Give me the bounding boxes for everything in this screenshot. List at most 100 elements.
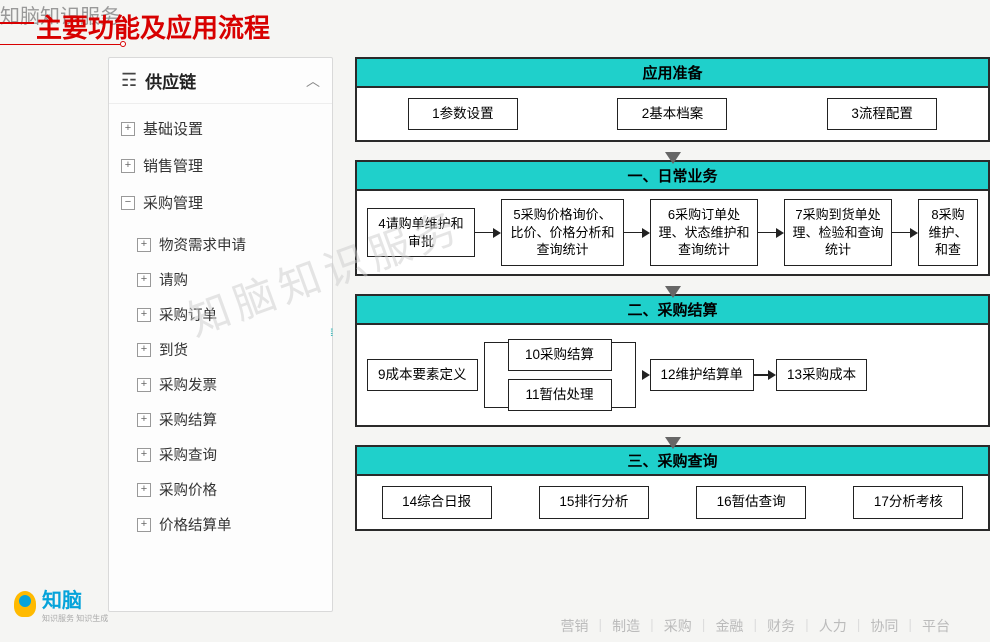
- flow-box: 2基本档案: [617, 98, 727, 130]
- brand-name: 知脑: [42, 590, 82, 612]
- arrow-right-icon: [768, 370, 776, 380]
- flow-box: 4请购单维护和审批: [367, 208, 475, 257]
- arrow-right-icon: [493, 228, 501, 238]
- arrow-right-icon: [776, 228, 784, 238]
- sidebar-subtree: +物资需求申请 +请购 +采购订单 +到货 +采购发票 +采购结算 +采购查询 …: [137, 221, 332, 548]
- decor-line-2: [0, 44, 120, 45]
- sidebar-item-label: 采购查询: [159, 444, 217, 465]
- footer-nav: 营销| 制造| 采购| 金融| 财务| 人力| 协同| 平台: [561, 616, 950, 636]
- brand-sub: 知识服务 知识生成: [42, 613, 108, 624]
- sidebar-item-label: 销售管理: [143, 155, 203, 176]
- footer-link[interactable]: 人力: [819, 616, 847, 636]
- flow-box: 8采购维护、和查: [918, 199, 978, 266]
- connector-bracket: [484, 342, 508, 408]
- expand-icon: +: [137, 448, 151, 462]
- sidebar-item-label: 价格结算单: [159, 514, 232, 535]
- section-settle: 二、采购结算 9成本要素定义 10采购结算 11暂估处理 12维护结算单 13采…: [355, 294, 990, 427]
- sidebar-item-label: 采购价格: [159, 479, 217, 500]
- sidebar-item-label: 物资需求申请: [159, 234, 246, 255]
- flow-box: 10采购结算: [508, 339, 612, 371]
- flow-box: 7采购到货单处理、检验和查询统计: [784, 199, 892, 266]
- expand-icon: +: [137, 308, 151, 322]
- expand-icon: +: [121, 122, 135, 136]
- sidebar-sub-7[interactable]: + 采购价格: [137, 472, 332, 507]
- expand-icon: +: [137, 273, 151, 287]
- sidebar-item-sales[interactable]: + 销售管理: [109, 147, 332, 184]
- sidebar: ☶ 供应链 ︿ + 基础设置 + 销售管理 −采购管理 + 物资需求申请 + 请购 + 采…: [108, 57, 333, 612]
- flow-box: 6采购订单处理、状态维护和查询统计: [650, 199, 758, 266]
- collapse-icon: −: [121, 196, 135, 210]
- title-bar: 主要功能及应用流程: [0, 0, 990, 57]
- main-container: ☶ 供应链 ︿ + 基础设置 + 销售管理 −采购管理 + 物资需求申请 + 请购 + 采…: [0, 57, 990, 612]
- brand-logo: 知脑 知识服务 知识生成: [14, 584, 108, 624]
- flow-box: 14综合日报: [382, 486, 492, 518]
- connector: [624, 232, 642, 234]
- sidebar-item-purchase[interactable]: −采购管理: [109, 184, 332, 221]
- sidebar-sub-4[interactable]: + 采购发票: [137, 367, 332, 402]
- flow-box: 16暂估查询: [696, 486, 806, 518]
- connector: [892, 232, 910, 234]
- expand-icon: +: [137, 413, 151, 427]
- expand-icon: +: [137, 238, 151, 252]
- flow-box: 12维护结算单: [650, 359, 755, 391]
- flow-box: 11暂估处理: [508, 379, 612, 411]
- expand-icon: +: [137, 518, 151, 532]
- footer-link[interactable]: 财务: [767, 616, 795, 636]
- section-prepare: 应用准备 1参数设置 2基本档案 3流程配置: [355, 57, 990, 142]
- sidebar-item-label: 采购管理: [143, 192, 203, 213]
- arrow-down-icon: [665, 152, 681, 164]
- flow-box: 1参数设置: [408, 98, 518, 130]
- sidebar-item-label: 采购结算: [159, 409, 217, 430]
- page-title: 主要功能及应用流程: [36, 8, 990, 45]
- sidebar-sub-1[interactable]: + 请购: [137, 262, 332, 297]
- arrow-right-icon: [642, 228, 650, 238]
- section-header: 三、采购查询: [357, 447, 988, 476]
- bulb-icon: [14, 591, 36, 617]
- expand-icon: +: [137, 483, 151, 497]
- sidebar-item-basic[interactable]: + 基础设置: [109, 110, 332, 147]
- sidebar-sub-8[interactable]: + 价格结算单: [137, 507, 332, 542]
- section-daily: 一、日常业务 4请购单维护和审批 5采购价格询价、比价、价格分析和查询统计 6采…: [355, 160, 990, 276]
- flow-box: 17分析考核: [853, 486, 963, 518]
- chevron-up-icon: ︿: [306, 71, 320, 91]
- sidebar-sub-3[interactable]: + 到货: [137, 332, 332, 367]
- sidebar-sub-5[interactable]: + 采购结算: [137, 402, 332, 437]
- resize-handle-icon[interactable]: ⁞⁞: [330, 328, 338, 339]
- expand-icon: +: [137, 343, 151, 357]
- section-header: 二、采购结算: [357, 296, 988, 325]
- footer-link[interactable]: 协同: [870, 616, 898, 636]
- flow-box: 5采购价格询价、比价、价格分析和查询统计: [501, 199, 624, 266]
- sidebar-item-label: 采购订单: [159, 304, 217, 325]
- arrow-right-icon: [910, 228, 918, 238]
- supply-chain-icon: ☶: [121, 70, 137, 91]
- sidebar-item-label: 采购发票: [159, 374, 217, 395]
- sidebar-sub-0[interactable]: + 物资需求申请: [137, 227, 332, 262]
- section-query: 三、采购查询 14综合日报 15排行分析 16暂估查询 17分析考核: [355, 445, 990, 530]
- decor-line: [0, 22, 34, 24]
- flow-box: 3流程配置: [827, 98, 937, 130]
- flow-box: 13采购成本: [776, 359, 867, 391]
- footer-link[interactable]: 制造: [612, 616, 640, 636]
- sidebar-sub-2[interactable]: + 采购订单: [137, 297, 332, 332]
- sidebar-item-label: 到货: [159, 339, 188, 360]
- sidebar-header[interactable]: ☶ 供应链 ︿: [109, 58, 332, 104]
- section-header: 一、日常业务: [357, 162, 988, 191]
- expand-icon: +: [121, 159, 135, 173]
- footer-link[interactable]: 采购: [664, 616, 692, 636]
- decor-dot: [120, 41, 126, 47]
- flow-box: 15排行分析: [539, 486, 649, 518]
- sidebar-tree: +基础设置 +销售管理 −采购管理 +物资需求申请 +请购 +采购订单 +到货 …: [109, 104, 332, 554]
- sidebar-item-label: 基础设置: [143, 118, 203, 139]
- arrow-down-icon: [665, 437, 681, 449]
- section-header: 应用准备: [357, 59, 988, 88]
- arrow-right-icon: [642, 370, 650, 380]
- footer-link[interactable]: 平台: [922, 616, 950, 636]
- arrow-down-icon: [665, 286, 681, 298]
- footer-link[interactable]: 营销: [561, 616, 589, 636]
- connector: [758, 232, 776, 234]
- expand-icon: +: [137, 378, 151, 392]
- connector-bracket: [612, 342, 636, 408]
- sidebar-item-label: 请购: [159, 269, 188, 290]
- sidebar-sub-6[interactable]: + 采购查询: [137, 437, 332, 472]
- footer-link[interactable]: 金融: [715, 616, 743, 636]
